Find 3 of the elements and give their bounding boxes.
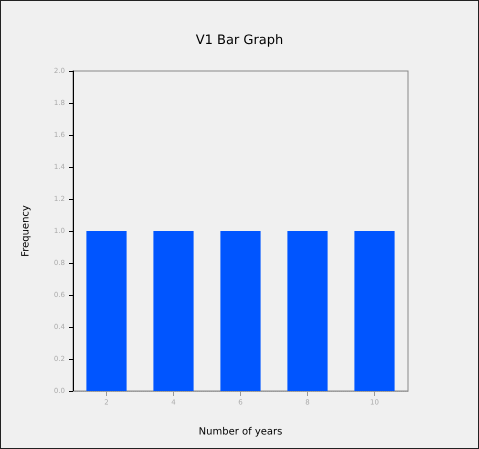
chart-title: V1 Bar Graph xyxy=(196,33,284,48)
y-axis-title: Frequency xyxy=(20,205,32,257)
x-axis-title: Number of years xyxy=(198,426,282,438)
